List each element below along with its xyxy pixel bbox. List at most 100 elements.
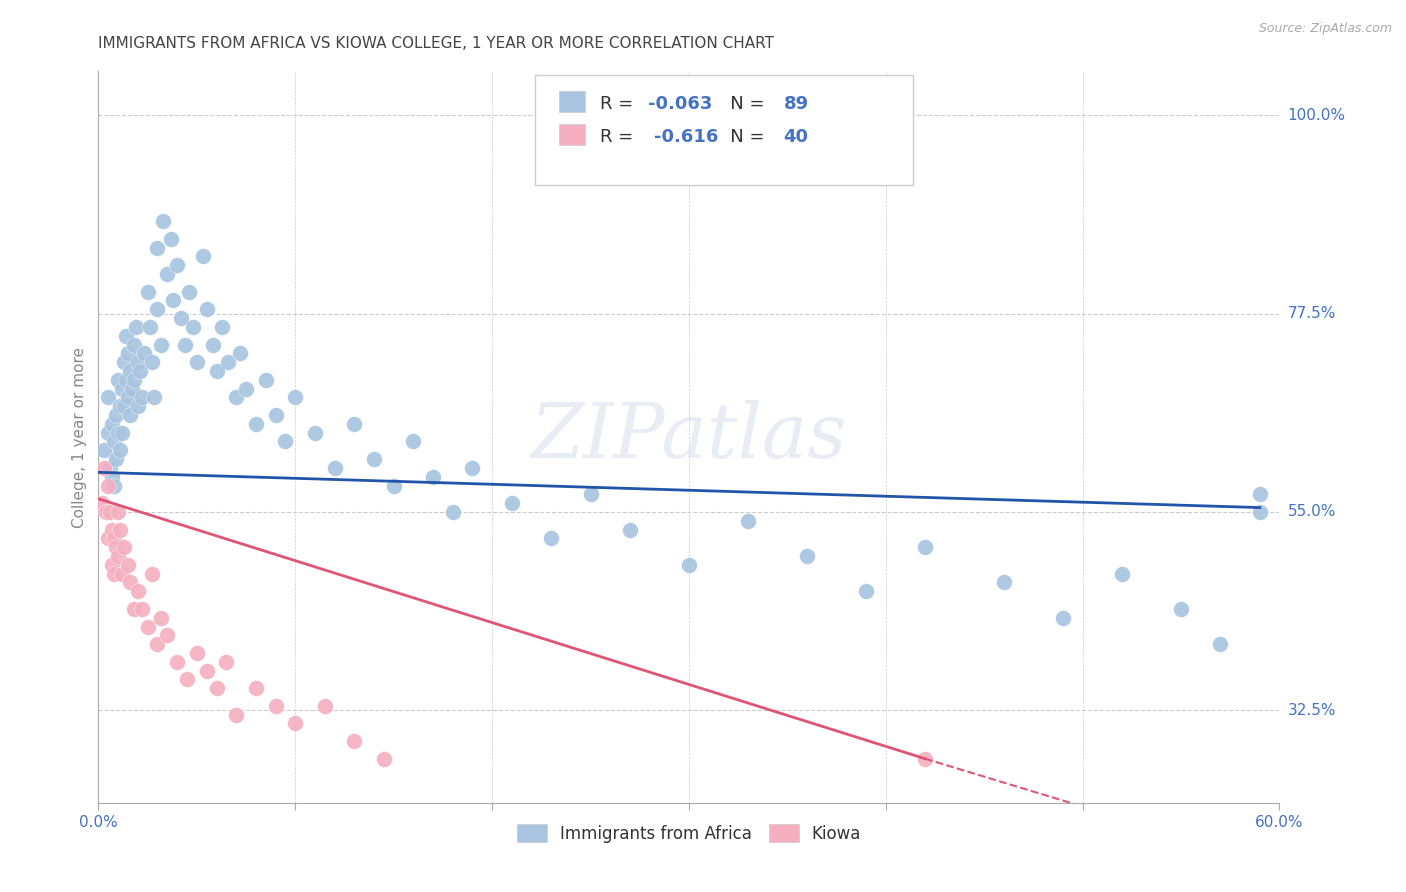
- Point: [205, 364, 228, 378]
- Point: [1052, 611, 1074, 625]
- Point: [211, 320, 233, 334]
- Point: [101, 417, 124, 431]
- Point: [177, 285, 200, 299]
- Point: [215, 655, 238, 669]
- Point: [579, 487, 602, 501]
- Text: 55.0%: 55.0%: [1288, 505, 1336, 519]
- Point: [108, 399, 131, 413]
- Point: [284, 716, 307, 731]
- Point: [112, 355, 135, 369]
- Point: [217, 355, 239, 369]
- Point: [128, 364, 150, 378]
- Point: [122, 337, 145, 351]
- Text: 40: 40: [783, 128, 808, 146]
- Point: [1170, 602, 1192, 616]
- Point: [122, 602, 145, 616]
- Text: IMMIGRANTS FROM AFRICA VS KIOWA COLLEGE, 1 YEAR OR MORE CORRELATION CHART: IMMIGRANTS FROM AFRICA VS KIOWA COLLEGE,…: [98, 36, 775, 51]
- Text: -0.063: -0.063: [648, 95, 711, 113]
- Point: [115, 373, 138, 387]
- Point: [117, 558, 139, 572]
- Point: [993, 575, 1015, 590]
- Point: [103, 478, 125, 492]
- Point: [98, 461, 121, 475]
- Point: [98, 505, 121, 519]
- FancyBboxPatch shape: [560, 91, 585, 112]
- Point: [103, 434, 125, 449]
- Point: [225, 707, 247, 722]
- Point: [274, 434, 297, 449]
- Point: [678, 558, 700, 572]
- Point: [1249, 505, 1271, 519]
- Point: [737, 514, 759, 528]
- Point: [105, 452, 128, 467]
- Point: [97, 478, 120, 492]
- Point: [1209, 637, 1232, 651]
- Y-axis label: College, 1 year or more: College, 1 year or more: [72, 347, 87, 527]
- Text: ZIPatlas: ZIPatlas: [530, 401, 848, 474]
- Point: [138, 320, 160, 334]
- Point: [131, 391, 153, 405]
- Point: [150, 337, 173, 351]
- Point: [93, 461, 115, 475]
- Point: [1249, 487, 1271, 501]
- Point: [201, 337, 224, 351]
- Point: [112, 540, 135, 554]
- Text: 89: 89: [783, 95, 808, 113]
- Point: [117, 391, 139, 405]
- Point: [373, 752, 395, 766]
- Point: [125, 320, 148, 334]
- Point: [142, 391, 165, 405]
- Point: [96, 505, 118, 519]
- Text: 32.5%: 32.5%: [1288, 703, 1336, 718]
- Point: [441, 505, 464, 519]
- Point: [343, 417, 366, 431]
- Text: Source: ZipAtlas.com: Source: ZipAtlas.com: [1258, 22, 1392, 36]
- Point: [166, 258, 188, 272]
- Point: [101, 523, 124, 537]
- Point: [314, 698, 336, 713]
- Point: [176, 673, 198, 687]
- Point: [422, 469, 444, 483]
- Point: [91, 496, 114, 510]
- Point: [181, 320, 204, 334]
- Point: [107, 549, 129, 563]
- Point: [402, 434, 425, 449]
- Point: [108, 443, 131, 458]
- Point: [118, 575, 141, 590]
- Point: [136, 619, 159, 633]
- Point: [108, 523, 131, 537]
- Point: [97, 532, 120, 546]
- Point: [97, 425, 120, 440]
- Text: 77.5%: 77.5%: [1288, 306, 1336, 321]
- Text: N =: N =: [713, 128, 770, 146]
- Point: [118, 364, 141, 378]
- Point: [152, 214, 174, 228]
- Point: [111, 566, 134, 581]
- Point: [107, 425, 129, 440]
- Point: [382, 478, 405, 492]
- Point: [105, 408, 128, 422]
- Point: [156, 267, 179, 281]
- Point: [855, 584, 877, 599]
- Point: [235, 382, 257, 396]
- Point: [136, 285, 159, 299]
- Point: [245, 417, 267, 431]
- Point: [914, 752, 936, 766]
- Point: [111, 425, 134, 440]
- Point: [121, 382, 143, 396]
- Point: [191, 249, 214, 263]
- Point: [796, 549, 818, 563]
- Point: [264, 408, 287, 422]
- Point: [117, 346, 139, 360]
- Point: [141, 355, 163, 369]
- Point: [304, 425, 326, 440]
- Point: [93, 443, 115, 458]
- Point: [174, 337, 197, 351]
- Point: [107, 373, 129, 387]
- Point: [97, 391, 120, 405]
- Point: [284, 391, 307, 405]
- Point: [195, 302, 218, 317]
- Point: [619, 523, 641, 537]
- Point: [501, 496, 523, 510]
- Point: [162, 293, 184, 308]
